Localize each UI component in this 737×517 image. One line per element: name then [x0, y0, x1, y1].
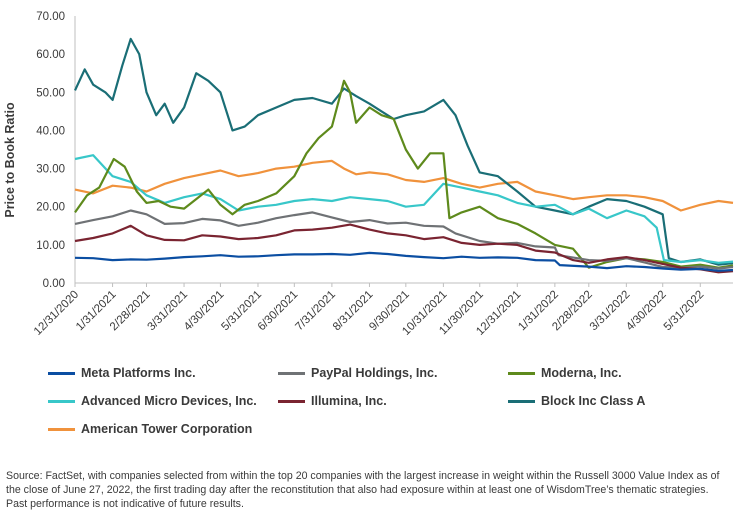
y-tick-label: 50.00	[36, 87, 65, 99]
legend-swatch-block	[508, 399, 535, 403]
y-tick-label: 10.00	[36, 240, 65, 252]
y-tick-label: 40.00	[36, 125, 65, 137]
y-tick-label: 30.00	[36, 164, 65, 176]
x-tick-label: 12/31/2020	[32, 289, 81, 338]
y-tick-label: 70.00	[36, 11, 65, 23]
legend-label-meta: Meta Platforms Inc.	[81, 366, 196, 380]
x-tick-label: 5/31/2022	[662, 289, 707, 334]
legend-swatch-amd	[48, 399, 75, 403]
legend-item-moderna: Moderna, Inc.	[508, 366, 622, 380]
source-note: Source: FactSet, with companies selected…	[6, 470, 720, 510]
legend-item-block: Block Inc Class A	[508, 394, 645, 408]
y-tick-label: 0.00	[43, 278, 65, 290]
legend-item-american-tower: American Tower Corporation	[48, 422, 252, 436]
series-line-meta-platforms-inc	[74, 251, 734, 272]
series-line-american-tower-corporation	[74, 159, 734, 212]
legend-label-paypal: PayPal Holdings, Inc.	[311, 366, 438, 380]
legend-item-meta: Meta Platforms Inc.	[48, 366, 196, 380]
y-tick-label: 20.00	[36, 202, 65, 214]
legend-label-block: Block Inc Class A	[541, 394, 646, 408]
line-chart: Price to Book Ratio 0.00 10.00 20.00 30.00 4…	[3, 11, 734, 338]
y-tick-label: 60.00	[36, 49, 65, 61]
legend-label-moderna: Moderna, Inc.	[541, 366, 622, 380]
y-axis-title: Price to Book Ratio	[3, 102, 17, 218]
legend-label-amd: Advanced Micro Devices, Inc.	[81, 394, 257, 408]
legend-swatch-moderna	[508, 371, 535, 375]
legend-item-amd: Advanced Micro Devices, Inc.	[48, 394, 257, 408]
legend-label-american-tower: American Tower Corporation	[81, 422, 253, 436]
legend-item-paypal: PayPal Holdings, Inc.	[278, 366, 437, 380]
legend-swatch-american-tower	[48, 427, 75, 431]
legend-swatch-paypal	[278, 371, 305, 375]
legend-label-illumina: Illumina, Inc.	[311, 394, 387, 408]
legend-item-illumina: Illumina, Inc.	[278, 394, 387, 408]
legend-swatch-illumina	[278, 399, 305, 403]
legend-swatch-meta	[48, 371, 75, 375]
series-line-illumina-inc	[74, 223, 734, 274]
series-line-block-inc-class-a	[74, 37, 734, 266]
series-line-advanced-micro-devices-inc	[74, 154, 734, 264]
